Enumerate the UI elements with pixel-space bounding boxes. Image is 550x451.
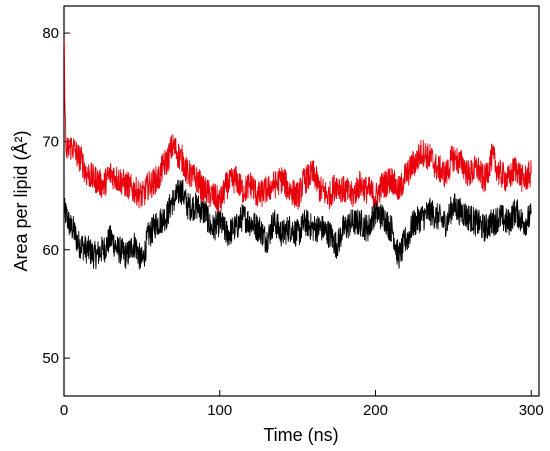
y-axis-title: Area per lipid (Å²) <box>11 130 31 271</box>
x-tick-label: 200 <box>363 402 388 419</box>
y-tick-label: 80 <box>42 25 59 42</box>
x-tick-label: 0 <box>60 402 68 419</box>
x-tick-label: 300 <box>519 402 544 419</box>
series-line-red <box>63 39 532 214</box>
plot-frame <box>63 5 540 397</box>
y-tick-label: 60 <box>42 242 59 259</box>
series-layer <box>63 39 532 270</box>
x-axis: 0 100 200 300 <box>60 390 544 419</box>
x-axis-title: Time (ns) <box>263 425 338 445</box>
y-axis: 50 60 70 80 <box>42 25 70 367</box>
y-tick-label: 70 <box>42 133 59 150</box>
series-line-black <box>63 179 532 270</box>
y-tick-label: 50 <box>42 350 59 367</box>
x-tick-label: 100 <box>207 402 232 419</box>
